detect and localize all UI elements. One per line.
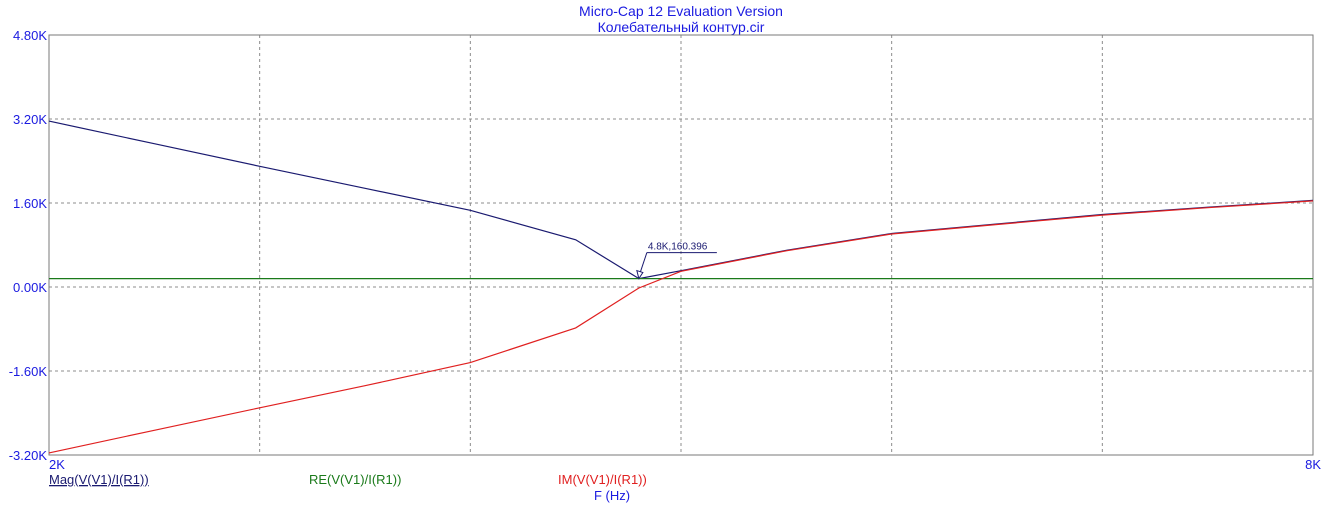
series-layer bbox=[48, 120, 1314, 454]
y-tick-label: 0.00K bbox=[13, 280, 47, 295]
legend-mag[interactable]: Mag(V(V1)/I(R1)) bbox=[49, 472, 149, 487]
app-title: Micro-Cap 12 Evaluation Version bbox=[579, 3, 783, 19]
grid bbox=[49, 35, 1313, 455]
legend-re[interactable]: RE(V(V1)/I(R1)) bbox=[309, 472, 401, 487]
y-tick-label: 3.20K bbox=[13, 112, 47, 127]
file-title: Колебательный контур.cir bbox=[598, 19, 765, 35]
annotation-layer: 4.8K,160.396 bbox=[636, 242, 717, 280]
x-axis-label: F (Hz) bbox=[594, 488, 630, 503]
y-tick-label: 1.60K bbox=[13, 196, 47, 211]
y-axis-ticks: 4.80K 3.20K 1.60K 0.00K -1.60K -3.20K bbox=[9, 28, 48, 463]
y-tick-label: -1.60K bbox=[9, 364, 48, 379]
plot-frame bbox=[48, 34, 1314, 456]
y-tick-label: 4.80K bbox=[13, 28, 47, 43]
x-tick-label: 8K bbox=[1305, 457, 1321, 472]
legend-im[interactable]: IM(V(V1)/I(R1)) bbox=[558, 472, 647, 487]
annotation-arrow-icon bbox=[636, 269, 644, 280]
y-tick-label: -3.20K bbox=[9, 448, 48, 463]
series-line-im bbox=[48, 200, 1314, 454]
annotation-label: 4.8K,160.396 bbox=[648, 242, 708, 253]
x-axis-ticks: 2K 8K bbox=[49, 457, 1321, 472]
x-tick-label: 2K bbox=[49, 457, 65, 472]
